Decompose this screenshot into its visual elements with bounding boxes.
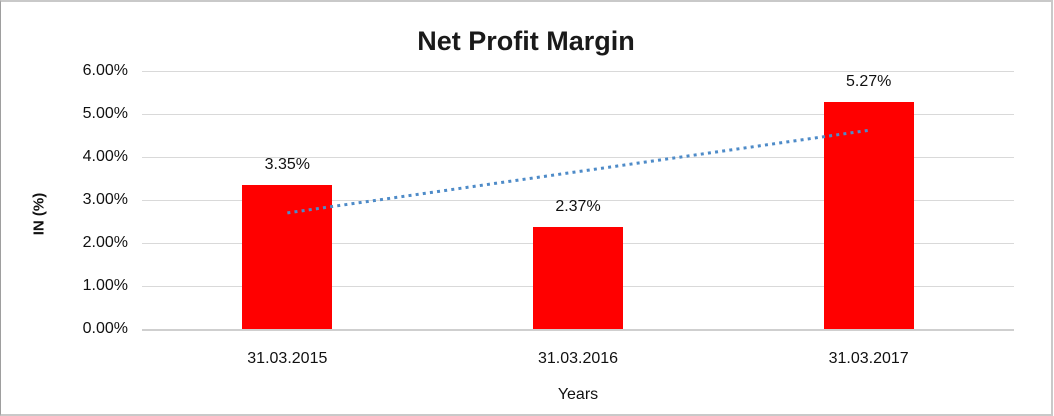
- bar-31.03.2016: [533, 227, 623, 329]
- chart-title: Net Profit Margin: [417, 26, 635, 56]
- data-label: 5.27%: [845, 73, 892, 91]
- bar-31.03.2015: [242, 184, 333, 329]
- x-tick-label: 31.03.2017: [828, 350, 909, 367]
- data-label: 2.37%: [555, 198, 601, 216]
- x-tick-label: 31.03.2016: [537, 350, 619, 367]
- y-tick-label: 4.00%: [82, 148, 128, 165]
- y-tick-label: 0.00%: [82, 320, 128, 337]
- y-tick-label: 2.00%: [82, 234, 128, 251]
- y-tick-label: 6.00%: [82, 62, 128, 79]
- y-tick-label: 1.00%: [82, 277, 128, 294]
- gridline: [142, 114, 1014, 115]
- x-tick-label: 31.03.2015: [247, 350, 328, 367]
- bar-31.03.2017: [823, 102, 914, 329]
- gridline: [142, 71, 1014, 72]
- y-tick-label: 3.00%: [82, 191, 128, 208]
- y-tick-label: 5.00%: [82, 105, 128, 122]
- x-axis-title: Years: [557, 386, 599, 403]
- data-label: 3.35%: [264, 155, 311, 173]
- x-axis-line: [142, 329, 1014, 331]
